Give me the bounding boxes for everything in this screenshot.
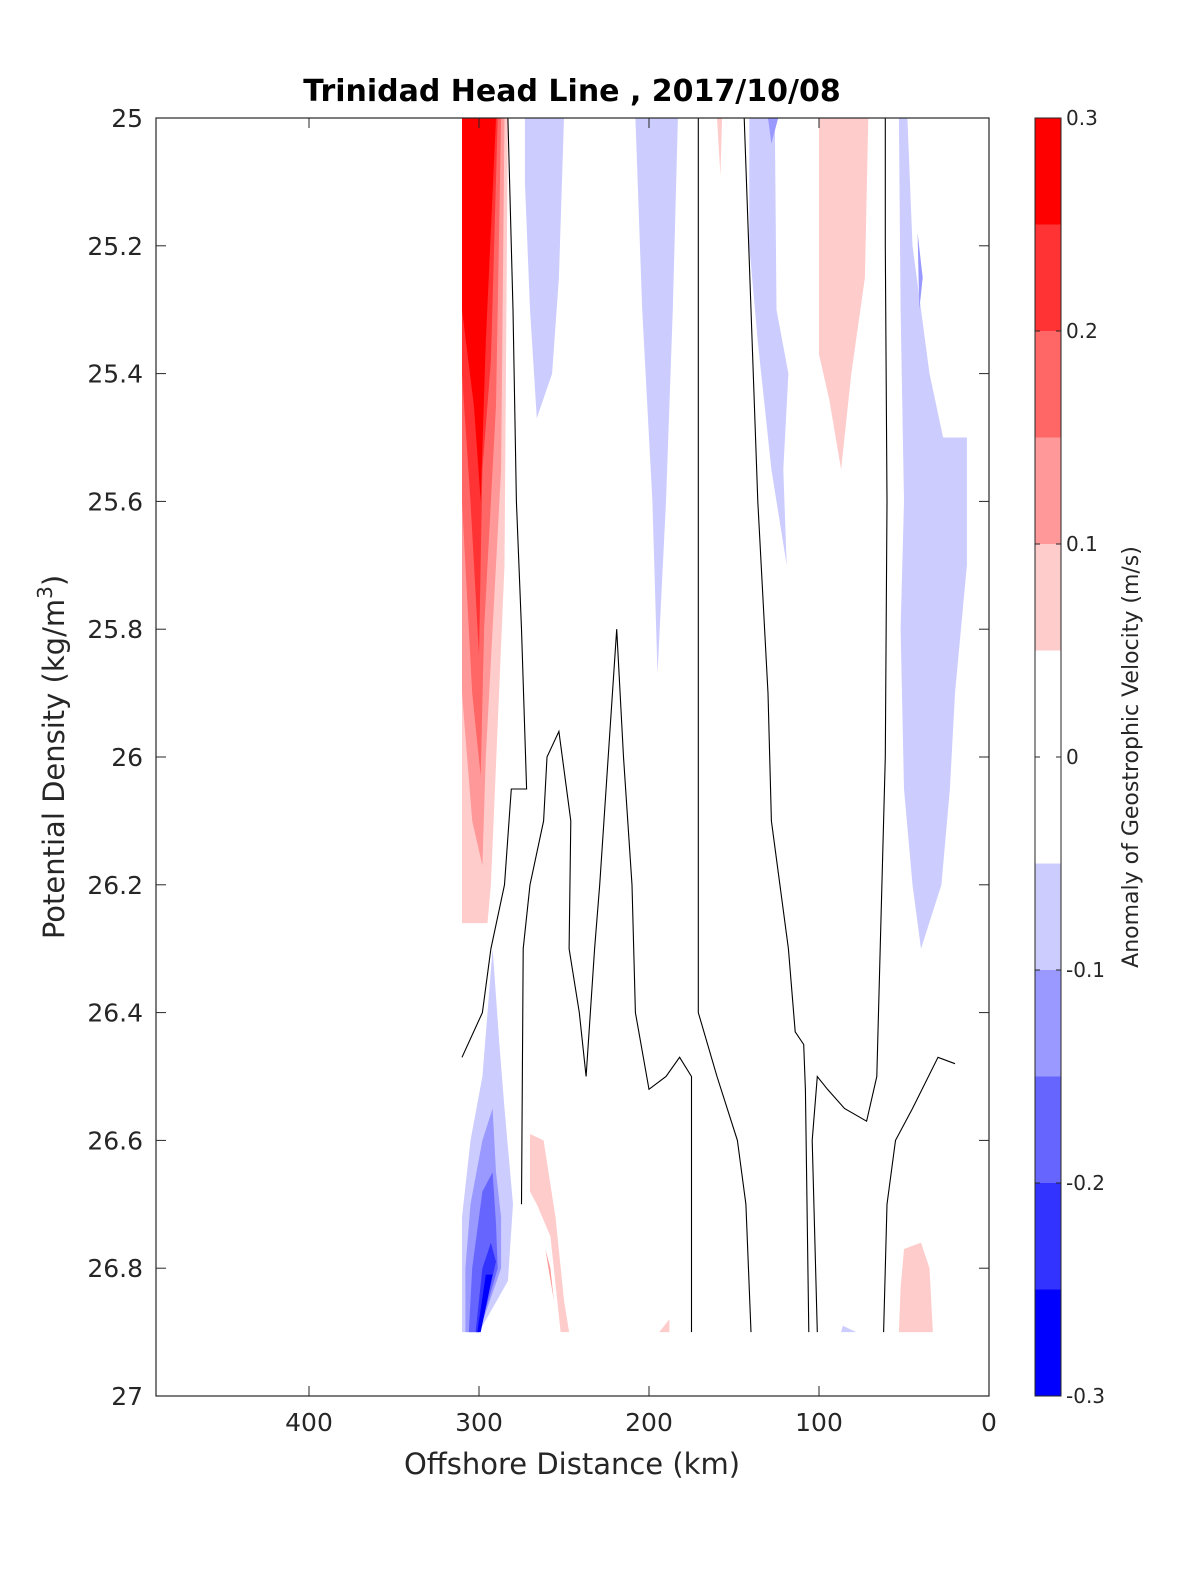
axis-ticks: 400 300 200 100 0 25 25.2 25.4 25.6 25.8 26 26.2 26.… [87,104,997,1437]
contour-region-blue-right [898,118,967,949]
contour-region-pink-bottom-195 [659,1319,670,1333]
colorbar-tick-label: 0.3 [1066,106,1098,130]
colorbar-tick-label: -0.2 [1066,1171,1105,1195]
chart-title: Trinidad Head Line , 2017/10/08 [303,74,840,109]
contour-region-blue-265 [524,118,564,419]
x-tick-label: 100 [795,1408,843,1437]
contour-region-red-jet-0.25 [462,118,496,502]
contour-region-blue-bottom-0.25 [477,1274,493,1333]
y-tick-label: 25.6 [87,487,143,516]
y-tick-label: 25 [111,104,143,133]
contour-region-blue-125-core [768,118,779,144]
colorbar-segment [1035,544,1061,651]
contour-line [883,1056,956,1333]
x-tick-label: 200 [625,1408,673,1437]
y-tick-label: 26.4 [87,999,143,1028]
colorbar-segment [1035,118,1061,225]
contour-region-blue-125 [749,118,789,566]
contour-region-pink-bottom-260-core [545,1249,554,1301]
contour-region-blue-200 [635,118,678,674]
y-tick-label: 25.2 [87,232,143,261]
contour-line [743,117,810,1333]
y-tick-label: 26.6 [87,1126,143,1155]
colorbar-tick-label: 0.2 [1066,319,1098,343]
colorbar-segment [1035,863,1061,970]
x-axis-label: Offshore Distance (km) [404,1447,740,1481]
contour-line [811,118,888,1333]
colorbar-segment [1035,1289,1061,1396]
y-tick-label: 26.2 [87,871,143,900]
colorbar-tick-label: 0.1 [1066,532,1098,556]
colorbar-segment [1035,331,1061,438]
colorbar-segment [1035,437,1061,544]
y-tick-label: 26.8 [87,1254,143,1283]
plot-area [156,118,989,1396]
contour-region-pink-bottom-260 [530,1134,570,1333]
colorbar-label: Anomaly of Geostrophic Velocity (m/s) [1119,546,1144,968]
y-axis-label-close: ) [37,575,71,586]
contour-region-blue-bottom-0.15 [468,1172,498,1333]
contour-region-blue-right-core [917,233,923,310]
colorbar-tick-label: 0 [1066,745,1079,769]
colorbar-segment [1035,1076,1061,1183]
contour-line [520,629,693,1333]
y-tick-label: 27 [111,1382,143,1411]
contour-region-blue-bottom-80 [841,1325,857,1333]
contour-lines [461,117,956,1333]
y-axis-label-main: Potential Density (kg/m [37,599,71,939]
contour-line [461,117,528,1058]
colorbar-segment [1035,224,1061,331]
x-tick-label: 400 [285,1408,333,1437]
filled-contours [462,118,967,1333]
colorbar: 0.3 0.2 0.1 0 -0.1 -0.2 -0.3 [1034,106,1105,1408]
contour-region-pink-100 [819,118,869,470]
y-tick-label: 25.8 [87,615,143,644]
colorbar-tick-label: -0.3 [1066,1384,1105,1408]
contour-line [697,118,752,1333]
y-tick-label: 26 [111,743,143,772]
x-tick-label: 300 [455,1408,503,1437]
y-tick-label: 25.4 [87,360,143,389]
x-tick-label: 0 [981,1408,997,1437]
contour-region-pink-160 [717,118,723,176]
colorbar-tick-label: -0.1 [1066,958,1105,982]
contour-region-pink-bottom-45 [898,1242,933,1333]
colorbar-segment [1035,970,1061,1077]
y-axis-label: Potential Density (kg/m3) [33,575,71,939]
colorbar-segment [1035,1183,1061,1290]
y-axis-label-superscript: 3 [33,586,57,599]
